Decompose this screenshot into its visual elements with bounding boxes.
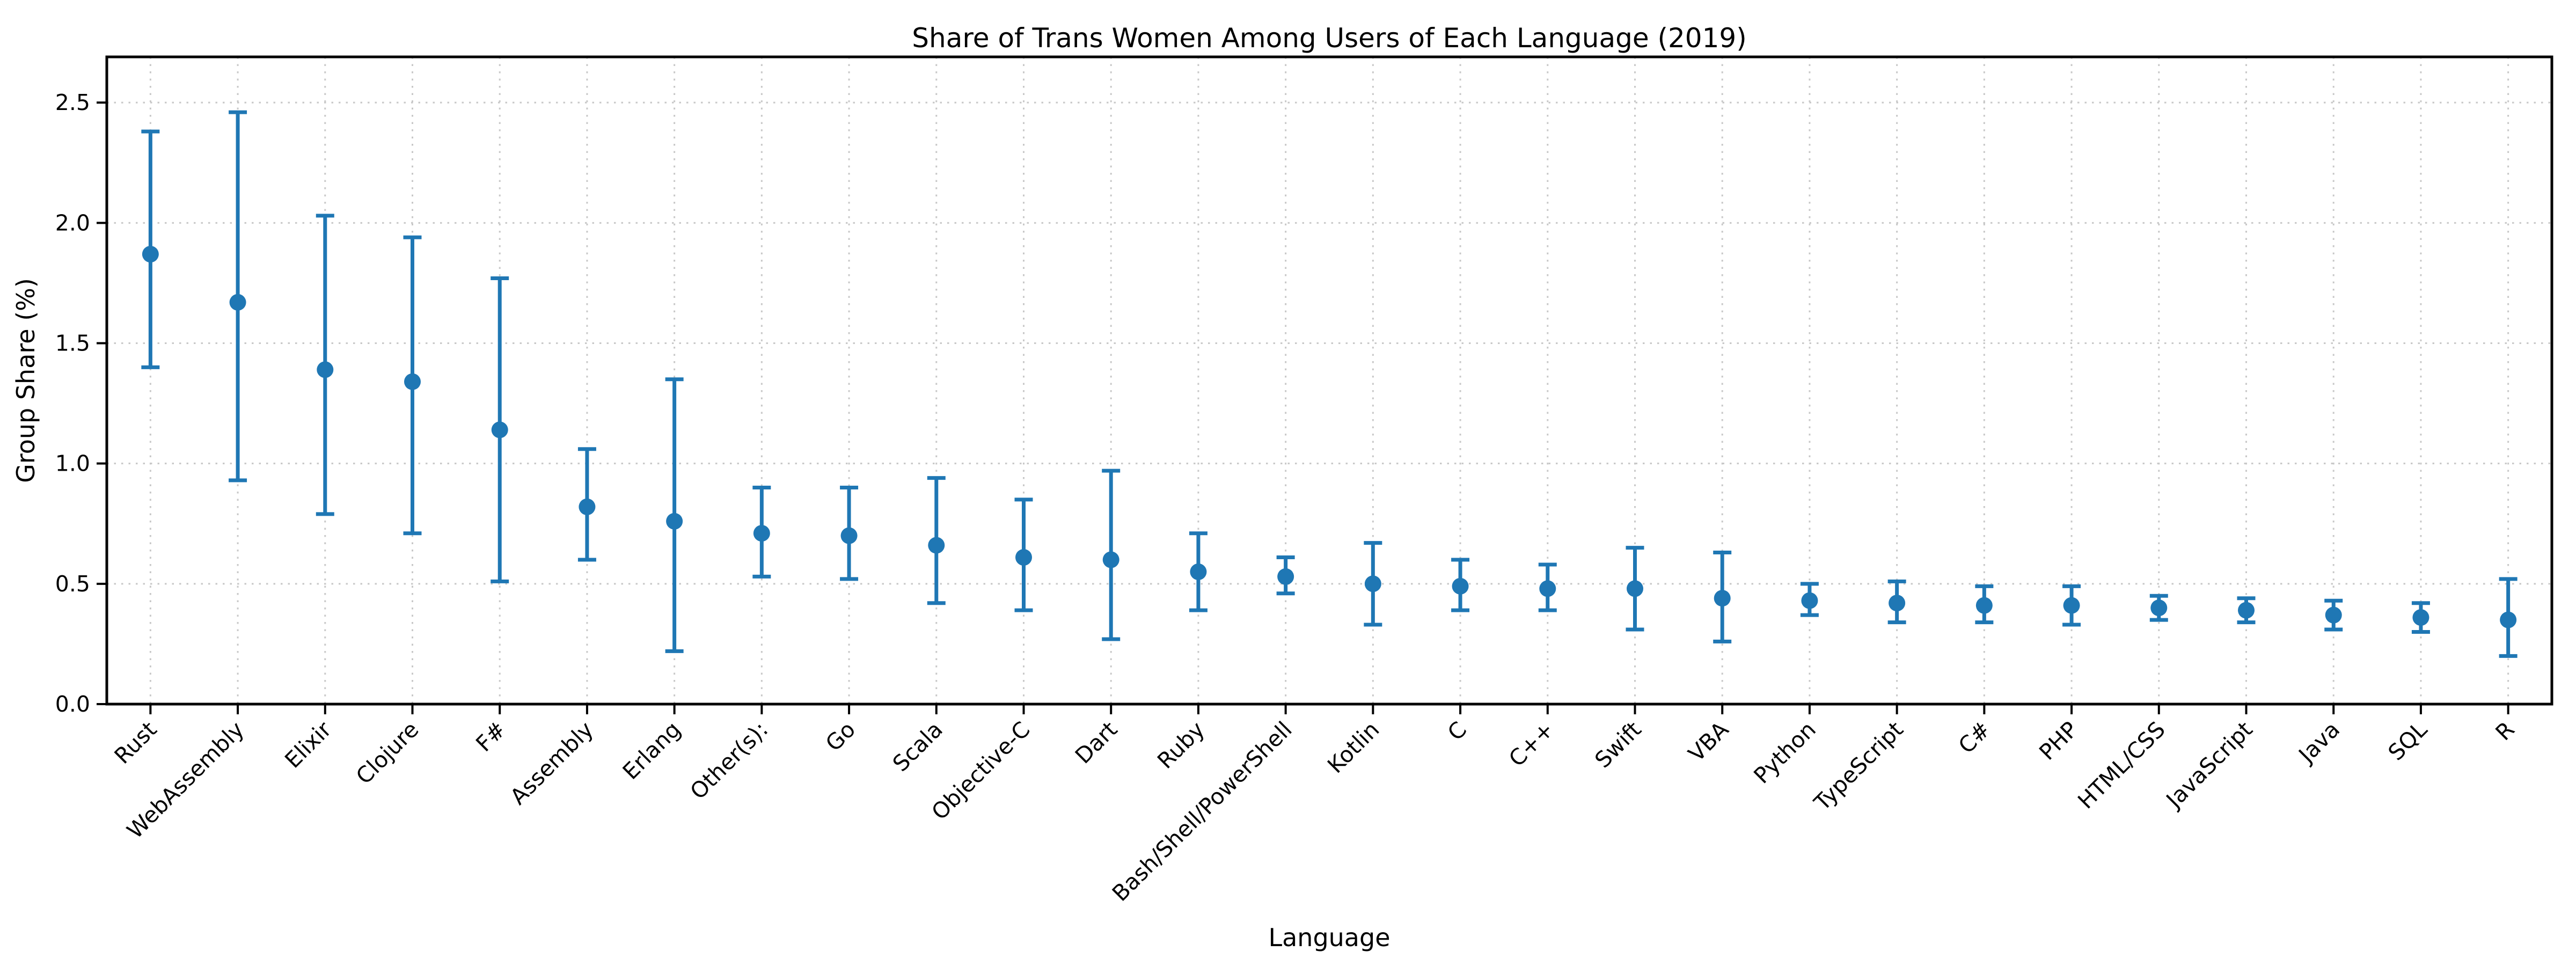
x-tick-label: Clojure: [351, 716, 424, 789]
x-tick-label: JavaScript: [2160, 716, 2257, 814]
error-bar: [1276, 555, 1295, 596]
data-point: [2412, 609, 2429, 626]
x-axis-label: Language: [1268, 923, 1390, 952]
error-bar: [1800, 582, 1819, 617]
plot-border: [105, 55, 2553, 706]
y-tick-label: 1.0: [55, 451, 90, 477]
data-point: [229, 294, 246, 311]
error-bar: [2499, 577, 2518, 658]
data-point: [840, 527, 858, 544]
data-point: [1102, 551, 1119, 568]
x-tick-label: Scala: [888, 716, 948, 777]
x-tick-label: Bash/Shell/PowerShell: [1107, 716, 1297, 906]
x-tick-label: PHP: [2034, 716, 2083, 765]
y-tick-label: 0.5: [55, 571, 90, 597]
data-point: [1889, 595, 1906, 612]
error-bar: [1887, 579, 1906, 625]
error-bar: [1975, 584, 1994, 625]
y-axis-ticks: 0.0 0.5 1.0 1.5 2.0 2.5: [55, 90, 107, 717]
x-tick-label: Ruby: [1152, 716, 1210, 774]
y-axis-label: Group Share (%): [11, 278, 40, 483]
data-point: [491, 421, 508, 438]
error-bar: [2237, 596, 2256, 625]
x-tick-label: C#: [1953, 716, 1995, 758]
data-point: [928, 537, 945, 554]
x-tick-label: Kotlin: [1322, 716, 1384, 778]
x-tick-label: F#: [471, 716, 511, 757]
error-bar: [229, 110, 247, 482]
y-tick-label: 2.5: [55, 90, 90, 115]
data-point: [1452, 577, 1469, 595]
data-point: [317, 361, 334, 378]
error-bar: [1538, 562, 1557, 612]
x-tick-label: Swift: [1590, 716, 1646, 773]
error-bar: [840, 486, 859, 581]
y-tick-label: 1.5: [55, 331, 90, 356]
x-tick-label: VBA: [1684, 716, 1734, 767]
gridlines: [107, 57, 2552, 704]
x-tick-label: Erlang: [618, 716, 686, 785]
y-tick-label: 0.0: [55, 691, 90, 717]
error-bar: [752, 486, 771, 579]
data-point: [1801, 592, 1818, 609]
y-tick-label: 2.0: [55, 210, 90, 236]
data-point: [1714, 590, 1731, 607]
error-bar: [1364, 541, 1382, 627]
data-point: [2150, 599, 2168, 617]
data-point: [666, 513, 683, 530]
error-bar: [927, 476, 946, 605]
data-point: [1015, 549, 1032, 566]
error-bar: [403, 235, 422, 536]
data-point: [1975, 597, 1993, 614]
data-point: [2063, 597, 2080, 614]
error-bar: [1014, 497, 1033, 612]
errorbar-series: [141, 110, 2518, 658]
data-point: [1190, 563, 1207, 580]
chart-title: Share of Trans Women Among Users of Each…: [912, 23, 1746, 54]
error-bar: [2324, 598, 2343, 632]
data-point: [579, 498, 596, 515]
data-point: [1277, 568, 1294, 585]
x-tick-label: Other(s):: [685, 716, 773, 804]
data-point: [142, 246, 159, 263]
error-bar: [316, 214, 334, 516]
error-bar: [491, 276, 509, 583]
x-tick-label: Dart: [1070, 716, 1122, 769]
data-point: [404, 373, 421, 390]
error-bar: [1102, 469, 1121, 641]
x-tick-label: R: [2491, 716, 2520, 745]
x-tick-label: Rust: [109, 716, 162, 769]
error-bar: [1713, 551, 1732, 643]
x-tick-label: Java: [2293, 716, 2345, 769]
x-tick-label: Elixir: [280, 716, 336, 773]
data-point: [1539, 580, 1556, 597]
data-point: [1627, 580, 1643, 597]
error-bar: [577, 447, 596, 562]
x-tick-label: SQL: [2383, 716, 2432, 765]
x-tick-label: C++: [1504, 716, 1559, 772]
x-tick-label: C: [1443, 716, 1472, 745]
error-bar: [2411, 601, 2430, 634]
data-point: [1364, 575, 1381, 592]
error-bar: [2062, 584, 2081, 627]
error-bar: [665, 377, 684, 653]
x-tick-label: Assembly: [505, 716, 598, 810]
data-point: [2238, 602, 2255, 619]
data-point: [753, 525, 770, 542]
error-bar: [1189, 531, 1208, 612]
x-tick-label: Go: [821, 716, 860, 756]
error-bar: [1451, 558, 1470, 612]
x-tick-label: Python: [1749, 716, 1821, 788]
error-bar: [1626, 546, 1644, 632]
x-tick-label: HTML/CSS: [2073, 716, 2170, 814]
error-bar: [2149, 594, 2168, 622]
data-point: [2325, 606, 2342, 624]
error-bar: [141, 129, 160, 369]
data-point: [2500, 611, 2517, 628]
x-tick-label: TypeScript: [1809, 716, 1908, 816]
